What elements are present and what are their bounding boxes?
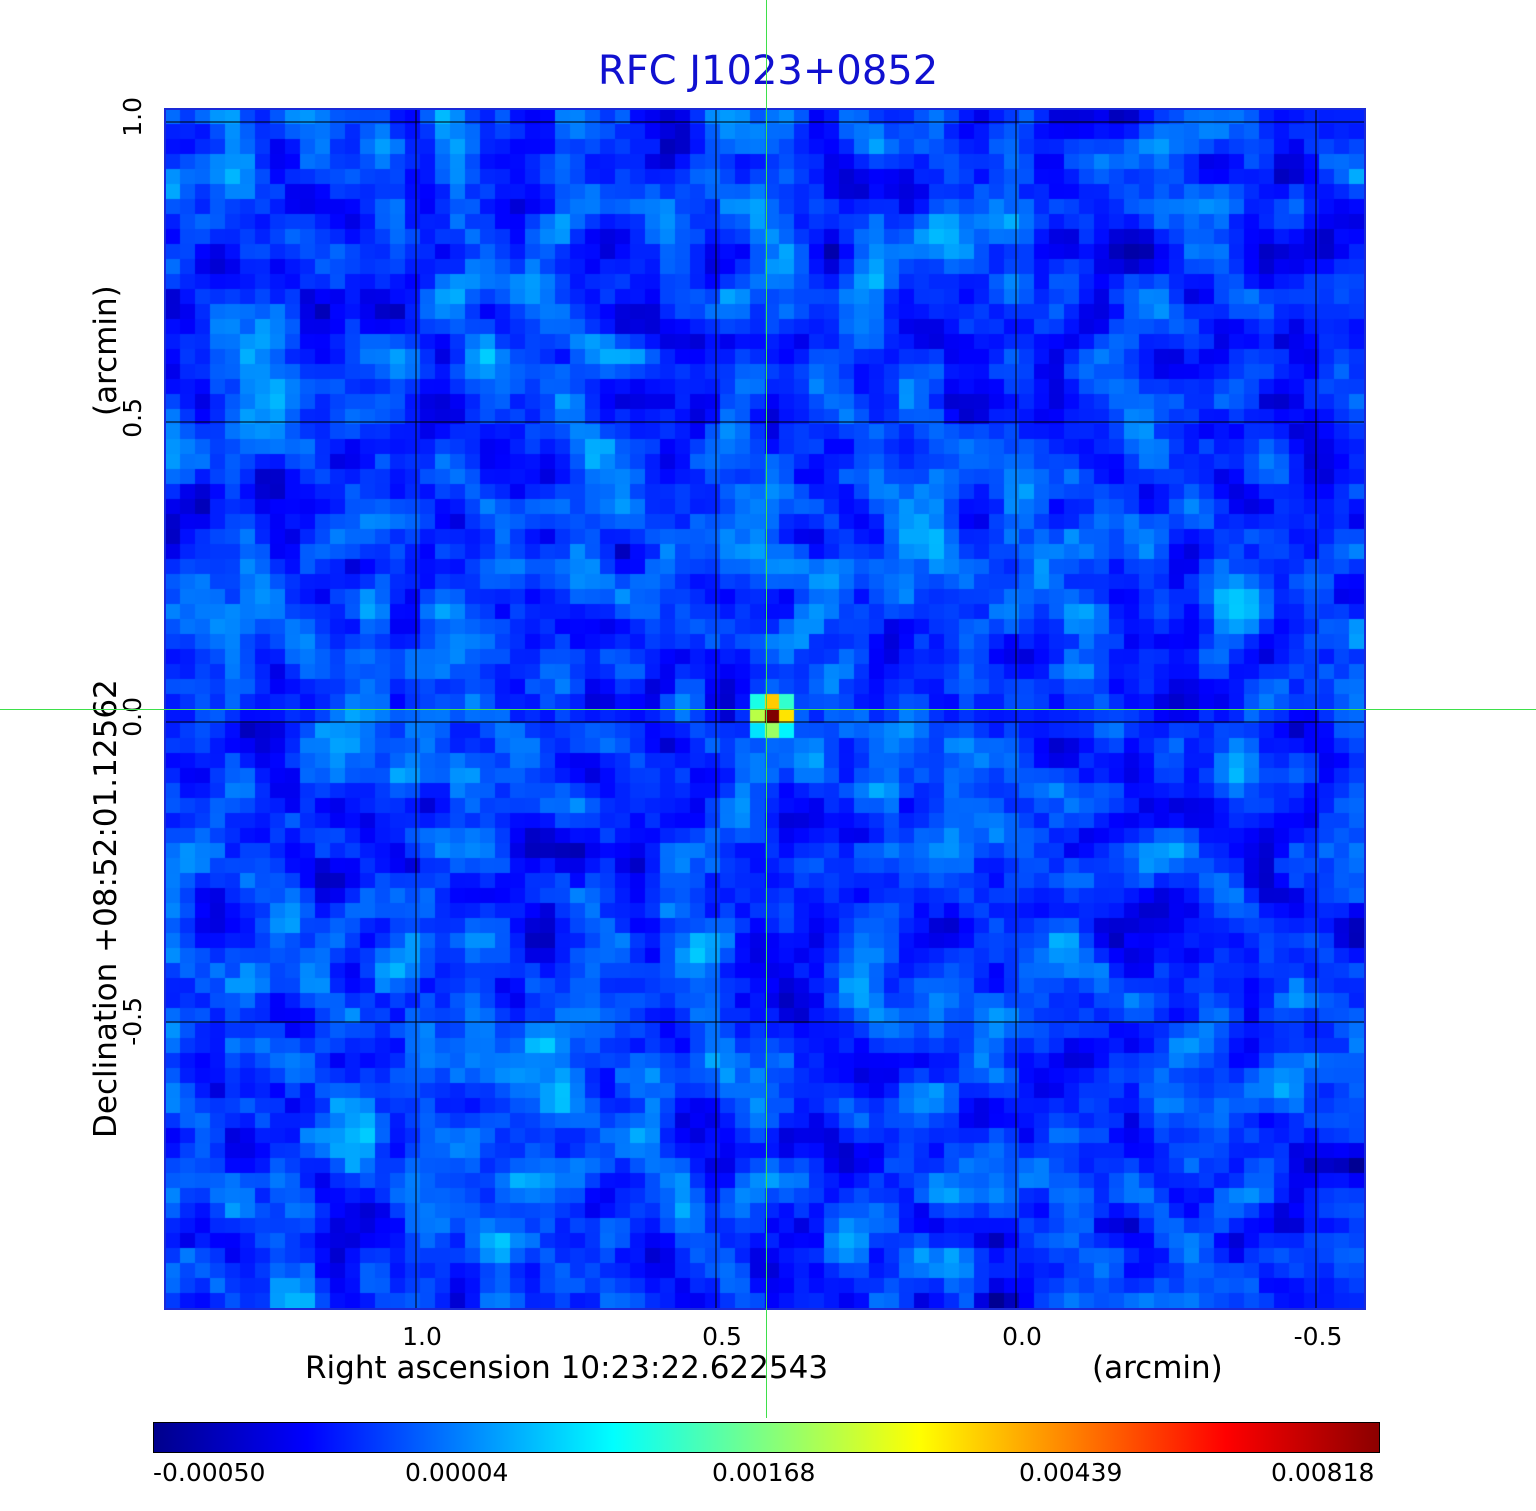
y-axis-unit-label: (arcmin) <box>88 285 124 416</box>
colorbar-tick-label: 0.00818 <box>1271 1458 1375 1487</box>
plot-title: RFC J1023+0852 <box>597 48 939 94</box>
coordinate-grid <box>166 110 1364 1308</box>
colorbar-tick-label: -0.00050 <box>153 1458 266 1487</box>
y-axis-label: Declination +08:52:01.12562 <box>88 679 124 1138</box>
x-axis-label: Right ascension 10:23:22.622543 <box>305 1350 829 1386</box>
x-tick-label: -0.5 <box>1293 1322 1343 1351</box>
colorbar-tick-label: 0.00004 <box>405 1458 509 1487</box>
colorbar <box>153 1422 1380 1453</box>
crosshair-horizontal <box>0 709 1536 710</box>
x-tick-label: 0.0 <box>1002 1322 1042 1351</box>
x-tick-label: 0.5 <box>702 1322 742 1351</box>
colorbar-tick-label: 0.00168 <box>712 1458 816 1487</box>
x-axis-unit-label: (arcmin) <box>1092 1350 1223 1386</box>
colorbar-tick-label: 0.00439 <box>1019 1458 1123 1487</box>
x-tick-label: 1.0 <box>402 1322 442 1351</box>
y-tick-label: 1.0 <box>118 97 147 137</box>
